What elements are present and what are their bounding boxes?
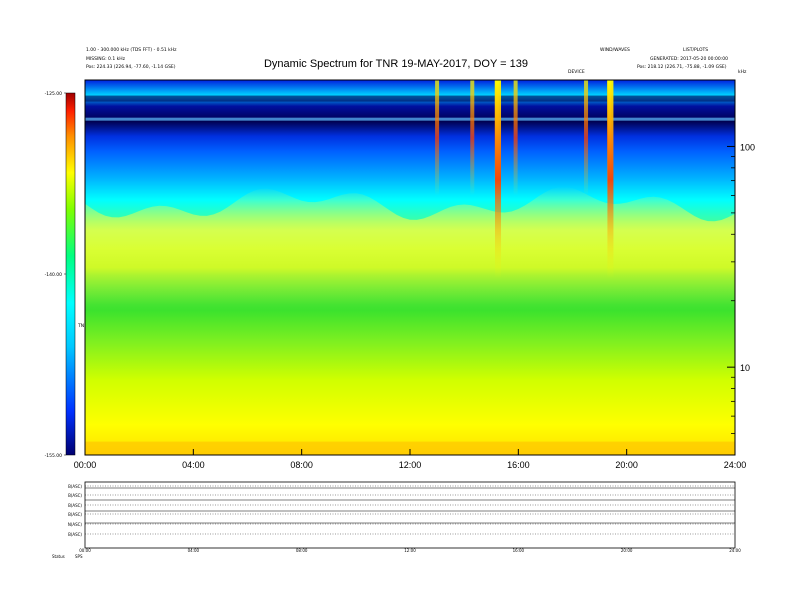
panel-x-tick-label: 24:00: [729, 548, 741, 553]
x-tick-label: 08:00: [290, 460, 313, 470]
header-right-title: WIND/WAVES: [600, 48, 630, 53]
header-left-line1: 1.00 - 300.000 kHz (TDS FFT) - 0.51 kHz: [86, 48, 177, 53]
colorbar-tick-label: -155.00: [45, 453, 63, 459]
header-right-line2: GENERATED: 2017-05-20 00:00:00: [650, 57, 729, 62]
panel-row-label: B(ASC): [68, 532, 82, 537]
panel-x-tick-label: 00:00: [79, 548, 91, 553]
parameter-panels-frame: [84, 481, 736, 549]
header-right-title2: LIST/PLOTS: [683, 48, 709, 53]
colorbar-tick-label: -140.00: [45, 272, 63, 278]
panel-row-label: B(ASC): [68, 493, 82, 498]
panel-row-label: B(ASC): [68, 512, 82, 517]
header-left-position: Pos: 224.33 (226.94, -77.60, -1.14 GSE): [86, 65, 176, 70]
panel-footer-value: SPS: [75, 554, 83, 559]
x-tick-label: 16:00: [507, 460, 530, 470]
enhanced-emission-band: [85, 186, 735, 311]
spectrogram-plot: [84, 79, 736, 456]
device-marker-label: DEVICE: [568, 70, 585, 75]
colorbar-label: TNR: [77, 323, 87, 329]
strong-radio-burst: [495, 80, 502, 280]
panel-x-tick-label: 04:00: [188, 548, 200, 553]
panel-footer-label: Status: [52, 554, 65, 559]
x-tick-label: 00:00: [74, 460, 97, 470]
light-stripe: [85, 117, 735, 121]
y-tick-label: 10: [740, 363, 750, 373]
x-tick-label: 24:00: [724, 460, 747, 470]
radio-burst: [584, 80, 589, 196]
radio-burst: [435, 80, 440, 196]
panel-x-tick-label: 08:00: [296, 548, 308, 553]
panel-x-tick-label: 12:00: [404, 548, 416, 553]
panel-x-tick-label: 20:00: [621, 548, 633, 553]
header-left-line2: MISSING: 0.1 kHz: [86, 57, 125, 62]
radio-burst: [513, 80, 518, 196]
panel-row-label: B(ASC): [68, 503, 82, 508]
panel-row-label: N(ASC): [68, 522, 83, 527]
corner-unit-label: kHz: [738, 70, 747, 75]
panel-x-tick-label: 16:00: [513, 548, 525, 553]
panel-row-label: B(ASC): [68, 484, 82, 489]
chart-title: Dynamic Spectrum for TNR 19-MAY-2017, DO…: [263, 58, 528, 70]
low-frequency-noise-strip: [85, 441, 735, 455]
strong-radio-burst: [607, 80, 614, 280]
x-tick-label: 20:00: [615, 460, 638, 470]
colorbar: [65, 92, 76, 456]
x-tick-label: 04:00: [182, 460, 205, 470]
x-tick-label: 12:00: [399, 460, 422, 470]
radio-burst: [470, 80, 475, 196]
y-tick-label: 100: [740, 142, 755, 152]
colorbar-tick-label: -125.00: [45, 91, 63, 97]
dark-stripe: [85, 95, 735, 102]
header-right-position: Pos: 218.12 (226.71, -75.88, -1.09 GSE): [637, 65, 727, 70]
